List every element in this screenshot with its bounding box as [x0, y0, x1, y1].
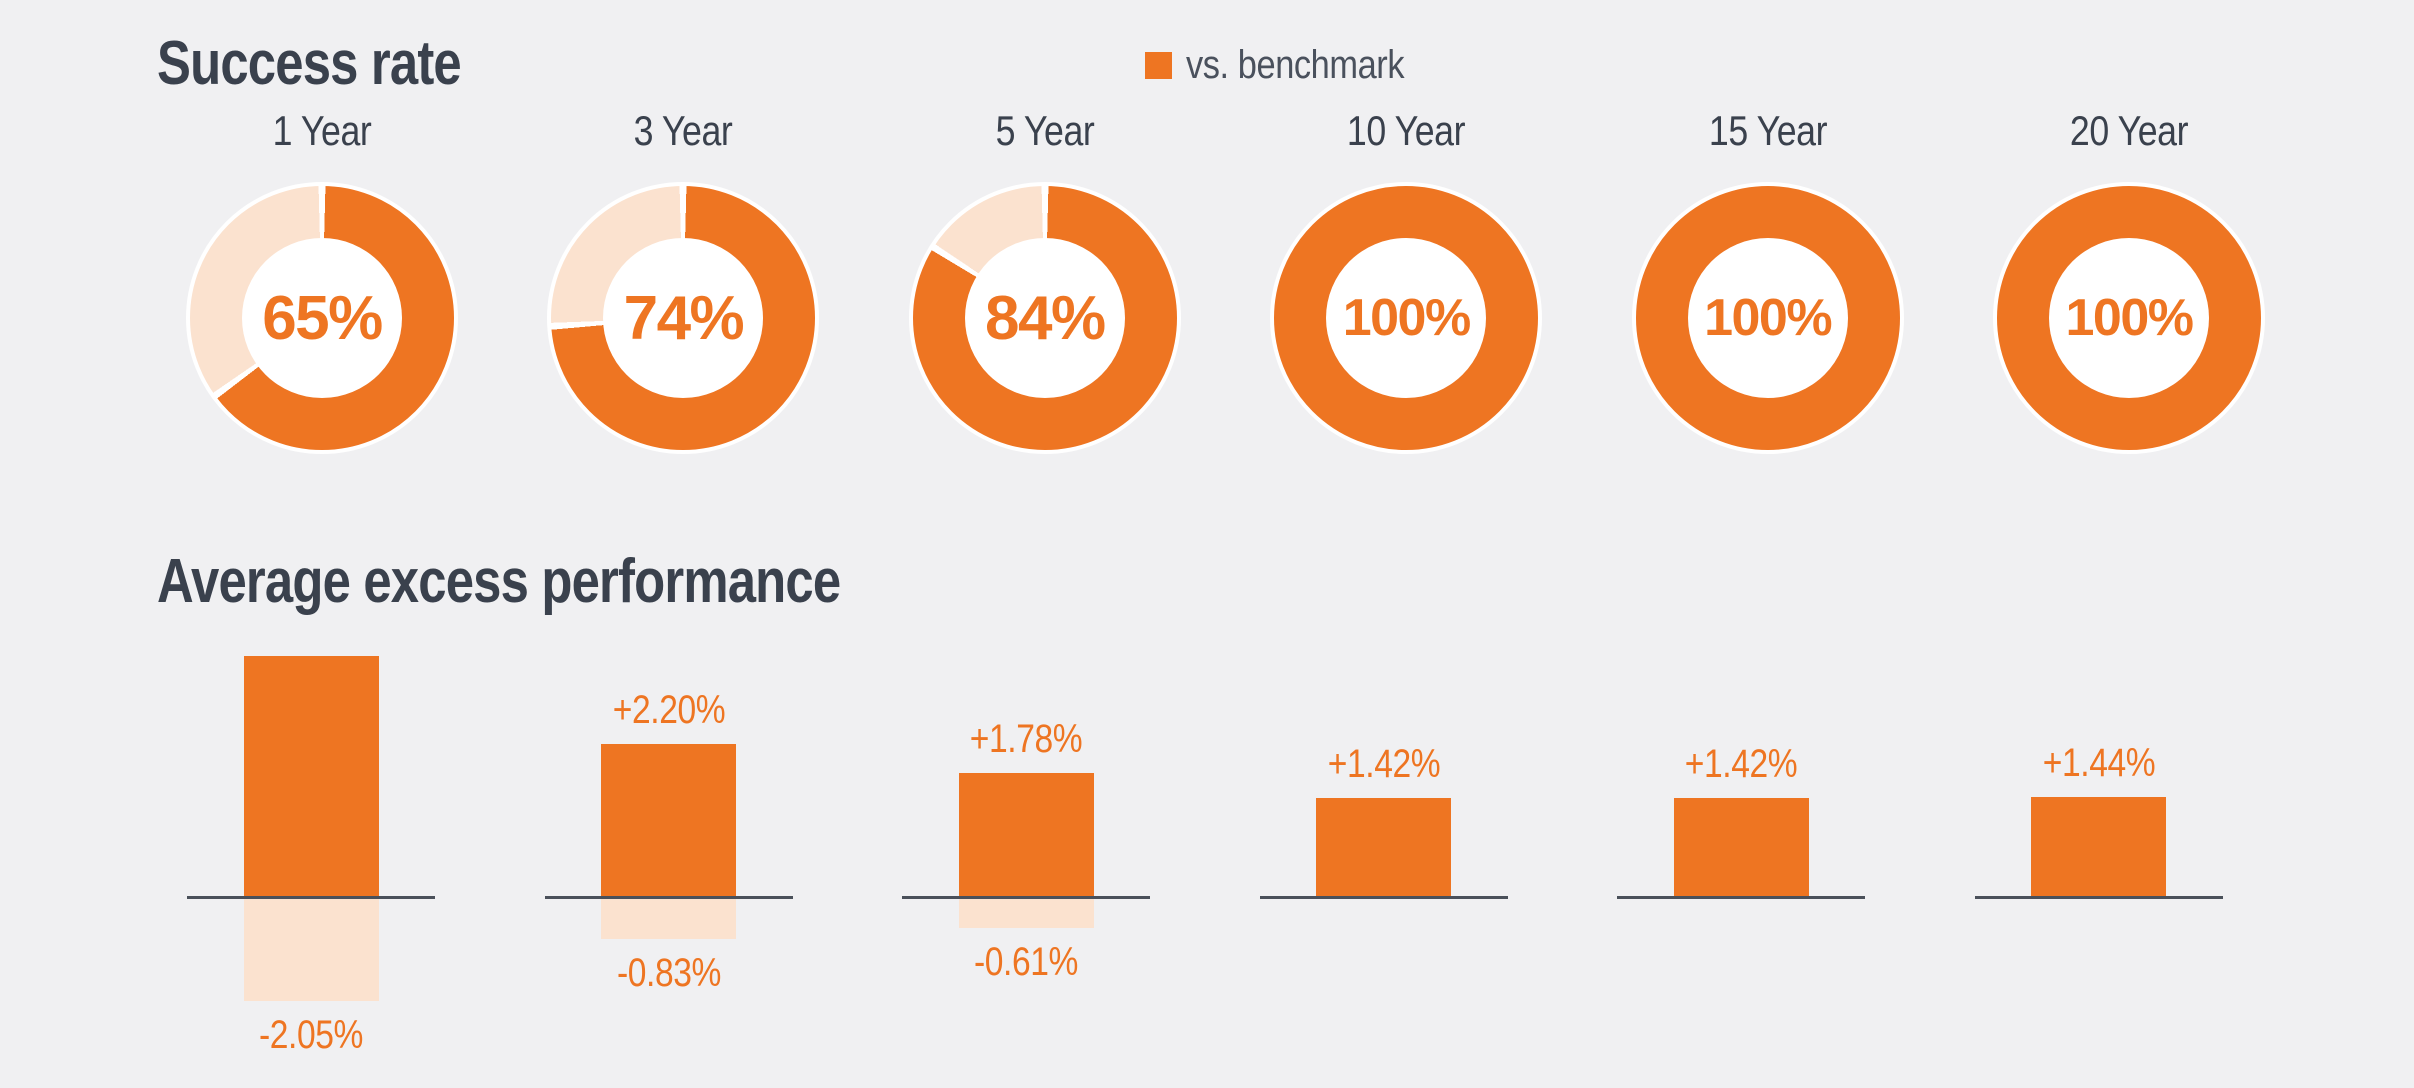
- positive-bar-15-year: [1673, 798, 1809, 897]
- positive-value-label-5-year: +1.78%: [969, 717, 1083, 761]
- axis-baseline-3-year: [544, 896, 793, 899]
- negative-value-label-5-year: -0.61%: [974, 940, 1078, 984]
- donut-hole-5-year: 84%: [964, 238, 1125, 398]
- axis-baseline-1-year: [187, 896, 435, 899]
- axis-baseline-10-year: [1259, 896, 1508, 899]
- positive-bar-5-year: [958, 773, 1094, 897]
- donut-hole-10-year: 100%: [1326, 238, 1487, 398]
- donut-chart-1-year: 65%: [186, 182, 458, 454]
- donut-value-label-5-year: 84%: [985, 283, 1106, 353]
- donut-period-label-15-year: 15 Year: [1708, 107, 1828, 154]
- donut-value-label-15-year: 100%: [1704, 289, 1833, 347]
- positive-value-label-15-year: +1.42%: [1684, 742, 1798, 786]
- donut-period-label-3-year: 3 Year: [634, 107, 733, 154]
- donut-value-label-3-year: 74%: [623, 283, 745, 353]
- positive-value-label-3-year: +2.20%: [612, 688, 725, 732]
- axis-baseline-15-year: [1617, 896, 1865, 899]
- excess-performance-title: Average excess performance: [157, 547, 841, 616]
- positive-bar-10-year: [1316, 798, 1451, 897]
- legend-swatch-icon: [1145, 51, 1172, 79]
- donut-hole-20-year: 100%: [2049, 238, 2209, 398]
- legend-label: vs. benchmark: [1186, 43, 1405, 87]
- positive-value-label-10-year: +1.42%: [1327, 742, 1440, 786]
- donut-hole-15-year: 100%: [1687, 238, 1848, 398]
- donut-period-label-5-year: 5 Year: [995, 107, 1095, 154]
- donut-period-label-20-year: 20 Year: [2069, 107, 2189, 154]
- benchmark-legend: vs. benchmark: [1145, 43, 1440, 87]
- negative-value-label-1-year: -2.05%: [259, 1013, 363, 1057]
- donut-value-label-10-year: 100%: [1342, 289, 1472, 347]
- donut-chart-20-year: 100%: [1993, 182, 2265, 454]
- positive-bar-20-year: [2031, 797, 2166, 897]
- negative-value-label-3-year: -0.83%: [616, 951, 721, 995]
- axis-baseline-20-year: [1974, 896, 2223, 899]
- donut-value-label-20-year: 100%: [2065, 289, 2195, 347]
- donut-hole-3-year: 74%: [603, 238, 764, 398]
- positive-value-label-20-year: +1.44%: [2042, 741, 2155, 785]
- positive-bar-1-year: [243, 656, 379, 897]
- donut-chart-5-year: 84%: [908, 182, 1181, 454]
- donut-period-label-1-year: 1 Year: [272, 107, 372, 154]
- donut-value-label-1-year: 65%: [262, 283, 383, 353]
- negative-bar-1-year: [243, 897, 379, 1001]
- negative-bar-5-year: [958, 897, 1094, 928]
- negative-bar-3-year: [601, 897, 736, 939]
- donut-hole-1-year: 65%: [242, 238, 402, 398]
- positive-bar-3-year: [601, 744, 736, 897]
- axis-baseline-5-year: [902, 896, 1150, 899]
- donut-period-label-10-year: 10 Year: [1347, 107, 1466, 154]
- success-rate-title: Success rate: [157, 29, 462, 98]
- donut-chart-10-year: 100%: [1270, 182, 1543, 454]
- donut-chart-3-year: 74%: [547, 182, 820, 454]
- donut-chart-15-year: 100%: [1631, 182, 1904, 454]
